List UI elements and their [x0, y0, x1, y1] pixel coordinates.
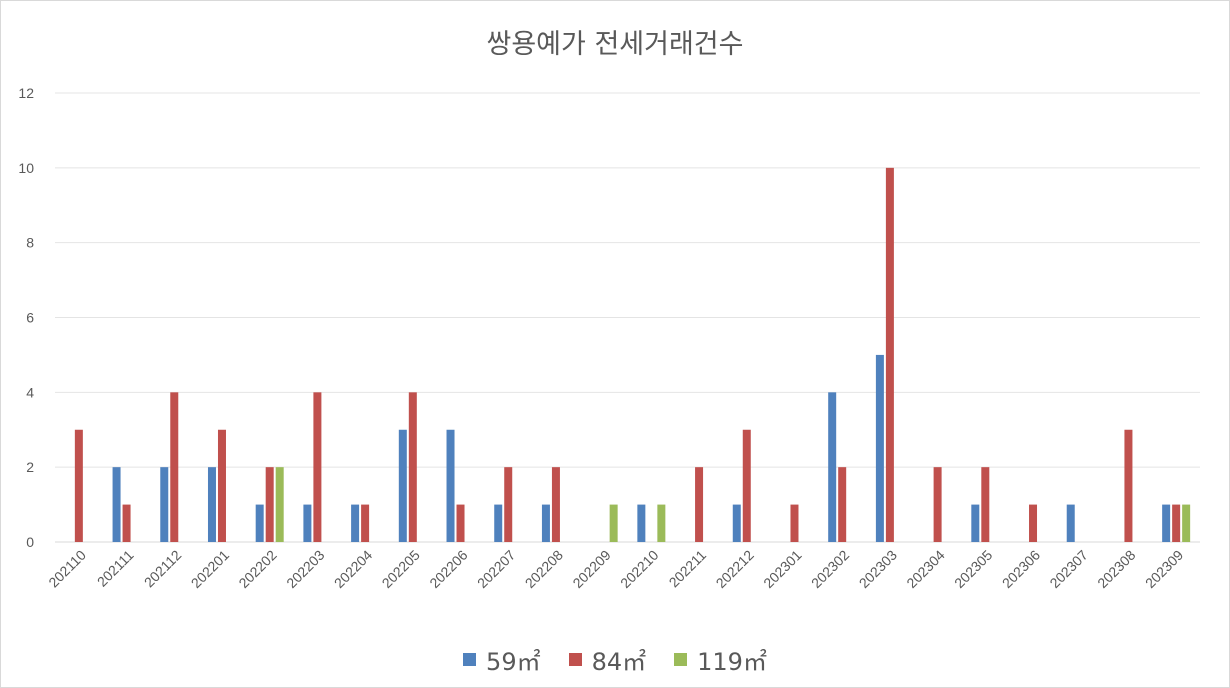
x-tick-label: 202306: [999, 547, 1043, 591]
x-tick-label: 202308: [1094, 547, 1138, 591]
y-tick-label: 4: [26, 384, 34, 400]
y-tick-label: 2: [26, 459, 34, 475]
bar-202204-series-0: [351, 504, 360, 542]
x-tick-label: 202305: [951, 547, 995, 591]
bar-202110-series-1: [74, 429, 83, 542]
bar-202301-series-1: [790, 504, 799, 542]
bar-202210-series-2: [657, 504, 666, 542]
x-tick-label: 202207: [474, 547, 518, 591]
bar-202309-series-0: [1162, 504, 1171, 542]
bar-202204-series-1: [361, 504, 370, 542]
x-tick-label: 202211: [666, 547, 710, 591]
bars: [74, 167, 1191, 543]
y-tick-label: 8: [26, 235, 34, 251]
legend: 59㎡ 84㎡ 119㎡: [0, 642, 1230, 677]
x-tick-label: 202208: [522, 547, 566, 591]
legend-item-84: 84㎡: [568, 642, 647, 677]
x-tick-label: 202201: [188, 547, 232, 591]
bar-202304-series-1: [933, 467, 942, 542]
legend-item-59: 59㎡: [463, 642, 541, 677]
gridlines: [55, 92, 1200, 543]
bar-202206-series-1: [456, 504, 465, 542]
bar-202202-series-0: [255, 504, 264, 542]
bar-202303-series-1: [885, 167, 894, 543]
bar-202309-series-1: [1172, 504, 1181, 542]
bar-202305-series-0: [971, 504, 980, 542]
x-axis-ticks: 202110 202111 202112 202201 202202 202203 2022…: [45, 547, 1186, 591]
chart-title: 쌍용예가 전세거래건수: [486, 29, 744, 60]
bar-202209-series-2: [609, 504, 618, 542]
bar-202201-series-1: [217, 429, 226, 542]
bar-202206-series-0: [446, 429, 455, 542]
bar-202307-series-0: [1066, 504, 1075, 542]
x-tick-label: 202112: [141, 547, 185, 591]
bar-202203-series-0: [303, 504, 312, 542]
bar-202208-series-1: [551, 467, 560, 542]
y-tick-label: 12: [18, 85, 34, 101]
bar-202112-series-1: [170, 392, 179, 542]
bar-202111-series-1: [122, 504, 131, 542]
bar-202309-series-2: [1182, 504, 1191, 542]
legend-item-119: 119㎡: [674, 642, 767, 677]
y-tick-label: 6: [26, 310, 34, 326]
x-tick-label: 202110: [45, 547, 89, 591]
x-tick-label: 202210: [617, 547, 661, 591]
x-tick-label: 202209: [569, 547, 613, 591]
y-axis-ticks: 0 2 4 6 8 10 12: [18, 85, 34, 550]
bar-202302-series-1: [838, 467, 847, 542]
bar-202203-series-1: [313, 392, 322, 542]
bar-202207-series-1: [504, 467, 513, 542]
x-tick-label: 202301: [760, 547, 804, 591]
x-tick-label: 202111: [94, 547, 137, 590]
x-tick-label: 202205: [379, 547, 423, 591]
x-tick-label: 202302: [808, 547, 852, 591]
bar-202210-series-0: [637, 504, 646, 542]
bar-202212-series-0: [732, 504, 741, 542]
x-tick-label: 202203: [283, 547, 327, 591]
x-tick-label: 202303: [856, 547, 900, 591]
y-tick-label: 0: [26, 534, 34, 550]
bar-202303-series-0: [875, 354, 884, 542]
bar-202111-series-0: [112, 467, 121, 542]
x-tick-label: 202309: [1142, 547, 1186, 591]
legend-swatch-59: [463, 653, 477, 666]
x-tick-label: 202204: [331, 547, 375, 591]
bar-202112-series-0: [160, 467, 169, 542]
x-tick-label: 202307: [1047, 547, 1091, 591]
bar-202208-series-0: [541, 504, 550, 542]
bar-202212-series-1: [742, 429, 751, 542]
bar-202211-series-1: [695, 467, 704, 542]
bar-202308-series-1: [1124, 429, 1133, 542]
legend-swatch-84: [568, 653, 582, 666]
bar-202205-series-0: [398, 429, 407, 542]
legend-swatch-119: [674, 653, 688, 666]
legend-label-119: 119㎡: [697, 648, 767, 676]
bar-202205-series-1: [408, 392, 417, 542]
bar-202302-series-0: [828, 392, 837, 542]
x-tick-label: 202304: [903, 547, 947, 591]
bar-202306-series-1: [1029, 504, 1038, 542]
x-tick-label: 202206: [426, 547, 470, 591]
x-tick-label: 202212: [713, 547, 757, 591]
bar-202305-series-1: [981, 467, 990, 542]
y-tick-label: 10: [18, 160, 34, 176]
legend-label-59: 59㎡: [486, 648, 541, 676]
bar-202202-series-2: [275, 467, 284, 542]
x-tick-label: 202202: [235, 547, 279, 591]
bar-202207-series-0: [494, 504, 503, 542]
legend-label-84: 84㎡: [591, 648, 647, 676]
bar-202202-series-1: [265, 467, 274, 542]
bar-202201-series-0: [207, 467, 216, 542]
